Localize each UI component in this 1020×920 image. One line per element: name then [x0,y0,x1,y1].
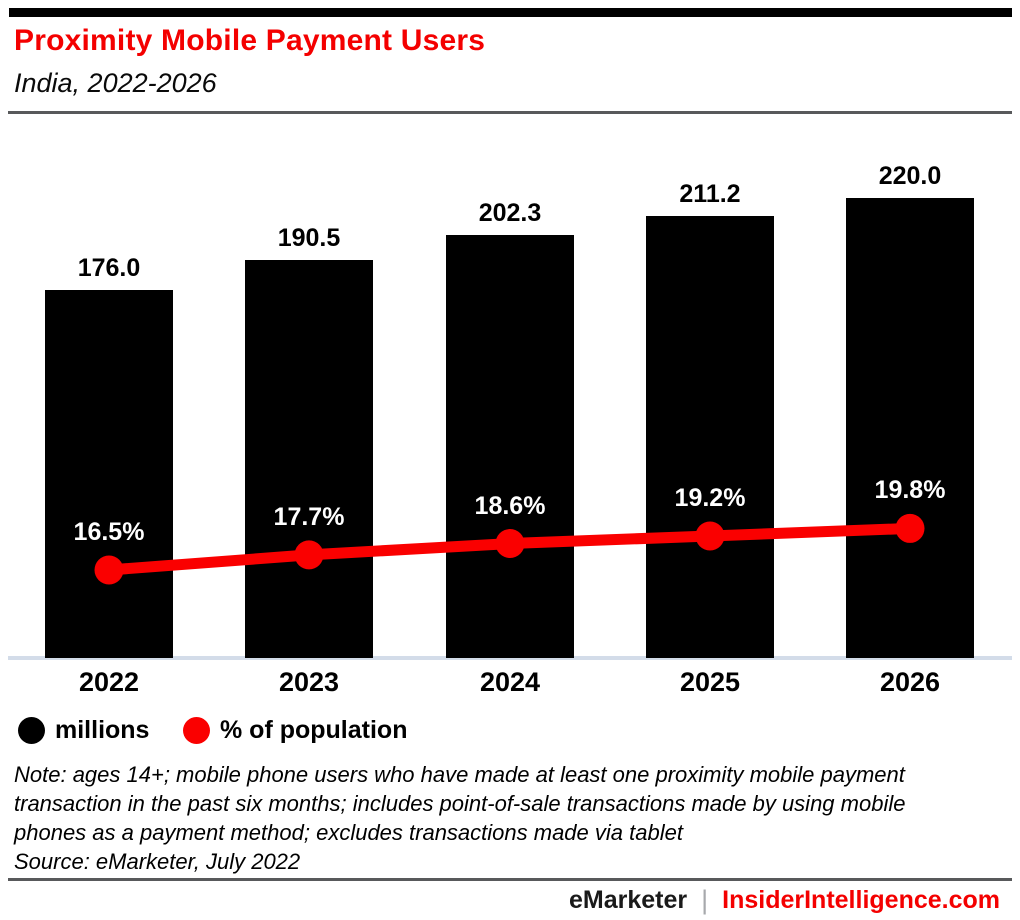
bar-value-label-2026: 220.0 [878,162,942,190]
bar-2024 [446,235,574,658]
note-line: Note: ages 14+; mobile phone users who h… [14,762,905,787]
footer: eMarketer | InsiderIntelligence.com [569,885,1000,916]
footer-pipe-divider: | [701,885,709,915]
emarketer-logo: eMarketer [568,886,688,914]
source-line: Source: eMarketer, July 2022 [14,849,301,874]
insider-intelligence-link: InsiderIntelligence.com [722,886,1000,914]
pct-label-2024: 18.6% [474,491,546,520]
footnote-block: Note: ages 14+; mobile phone users who h… [14,760,905,876]
bar-2022 [45,290,173,658]
legend-item-percent-of-population: % of population [183,716,407,745]
x-axis-label-2022: 2022 [78,667,140,697]
pct-label-2025: 19.2% [674,483,746,512]
x-axis-label-2023: 2023 [278,667,340,697]
note-line: phones as a payment method; excludes tra… [14,820,683,845]
top-accent-bar [9,8,1012,17]
x-axis-label-2024: 2024 [479,667,541,697]
legend-label-percent-of-population: % of population [220,716,408,744]
x-axis-label-2026: 2026 [879,667,941,697]
bar-2023 [245,259,373,658]
bar-2026 [846,198,974,658]
pct-label-2023: 17.7% [273,502,345,531]
pct-label-2026: 19.8% [874,476,946,505]
footer-divider [8,878,1012,881]
bar-2025 [646,216,774,658]
bar-value-label-2025: 211.2 [679,180,741,209]
bar-value-label-2024: 202.3 [478,199,542,227]
legend-item-millions: millions [18,716,149,745]
legend-label-millions: millions [55,716,150,744]
chart-subtitle: India, 2022-2026 [14,68,217,98]
millions-dot-icon [18,717,45,744]
percent-dot-icon [183,717,210,744]
x-axis-label-2025: 2025 [679,667,741,697]
pct-label-2022: 16.5% [73,518,145,546]
header-divider [8,111,1012,114]
note-line: transaction in the past six months; incl… [14,791,906,816]
bar-value-label-2022: 176.0 [77,254,141,282]
chart-title: Proximity Mobile Payment Users [14,24,486,57]
bar-value-label-2023: 190.5 [277,223,341,252]
x-axis-line [8,656,1012,660]
